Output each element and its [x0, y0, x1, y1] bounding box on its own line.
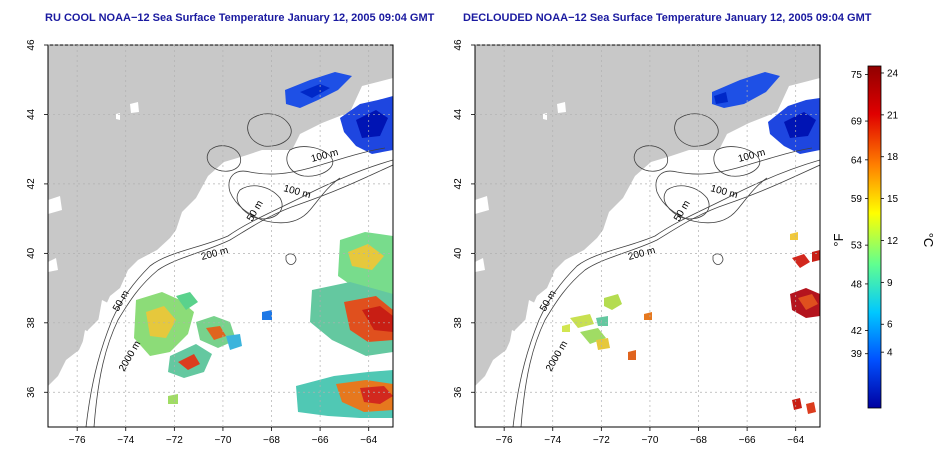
- right-x-axis: −76 −74 −72 −70 −68 −66 −64: [496, 427, 805, 446]
- right-y-tick-label: 36: [453, 386, 464, 398]
- colorbar-f-tick-label: 59: [851, 194, 863, 205]
- left-x-tick-label: −76: [69, 435, 86, 446]
- left-y-tick-label: 42: [26, 178, 37, 190]
- colorbar-c-tick-label: 15: [887, 194, 899, 205]
- left-y-axis: 36 38 40 42 44 46: [26, 39, 48, 398]
- left-y-tick-label: 40: [26, 247, 37, 259]
- colorbar-f-tick-label: 39: [851, 349, 863, 360]
- right-gridlines: [475, 44, 820, 427]
- right-y-tick-label: 44: [453, 108, 464, 120]
- left-x-tick-label: −66: [312, 435, 329, 446]
- right-sst-patches: [562, 72, 820, 414]
- right-y-tick-label: 46: [453, 39, 464, 51]
- right-contours: [512, 113, 820, 427]
- colorbar-c-tick-label: 9: [887, 278, 893, 289]
- left-y-tick-label: 38: [26, 317, 37, 329]
- left-gridlines: [48, 44, 393, 427]
- colorbar-c-tick-label: 21: [887, 110, 899, 121]
- left-y-tick-label: 46: [26, 39, 37, 51]
- left-x-tick-label: −68: [263, 435, 280, 446]
- left-x-tick-label: −70: [214, 435, 231, 446]
- colorbar-c-tick-label: 4: [887, 348, 893, 359]
- colorbar-fahrenheit-ticks: 75 69 64 59 53 48 42 39: [851, 70, 868, 360]
- colorbar-f-tick-label: 42: [851, 326, 863, 337]
- colorbar-celsius-unit: °C: [921, 233, 936, 248]
- right-x-tick-label: −64: [787, 435, 804, 446]
- left-x-tick-label: −64: [360, 435, 377, 446]
- right-x-tick-label: −68: [690, 435, 707, 446]
- right-map: 100 m 100 m 50 m 200 m 50 m 2000 m −76 −7…: [453, 39, 821, 446]
- colorbar-c-tick-label: 6: [887, 320, 893, 331]
- right-x-tick-label: −76: [496, 435, 513, 446]
- colorbar-scale: [867, 65, 882, 409]
- right-map-frame: [474, 44, 821, 428]
- colorbar-c-tick-label: 24: [887, 68, 899, 79]
- colorbar-f-tick-label: 53: [851, 241, 863, 252]
- right-x-tick-label: −66: [739, 435, 756, 446]
- right-x-tick-label: −74: [544, 435, 561, 446]
- left-map: 100 m 100 m 50 m 200 m 50 m 2000 m −76 −7…: [26, 39, 394, 446]
- left-contours: [85, 113, 393, 427]
- right-y-axis: 36 38 40 42 44 46: [453, 39, 475, 398]
- left-map-frame: [47, 44, 394, 428]
- right-y-tick-label: 42: [453, 178, 464, 190]
- left-x-tick-label: −72: [166, 435, 183, 446]
- left-y-tick-label: 44: [26, 108, 37, 120]
- right-y-tick-label: 40: [453, 247, 464, 259]
- colorbar-c-tick-label: 12: [887, 236, 899, 247]
- left-map-title: RU COOL NOAA−12 Sea Surface Temperature …: [45, 12, 435, 24]
- right-x-tick-label: −72: [593, 435, 610, 446]
- right-x-tick-label: −70: [641, 435, 658, 446]
- colorbar-f-tick-label: 48: [851, 279, 863, 290]
- colorbar-c-tick-label: 18: [887, 152, 899, 163]
- left-x-axis: −76 −74 −72 −70 −68 −66 −64: [69, 427, 378, 446]
- colorbar-fahrenheit-unit: °F: [831, 233, 846, 246]
- right-y-tick-label: 38: [453, 317, 464, 329]
- right-map-title: DECLOUDED NOAA−12 Sea Surface Temperatur…: [463, 12, 872, 24]
- left-y-tick-label: 36: [26, 386, 37, 398]
- colorbar-f-tick-label: 69: [851, 117, 863, 128]
- colorbar-celsius-ticks: 24 21 18 15 12 9 6 4: [881, 68, 899, 359]
- colorbar-f-tick-label: 64: [851, 155, 863, 166]
- left-x-tick-label: −74: [117, 435, 134, 446]
- colorbar-f-tick-label: 75: [851, 70, 863, 81]
